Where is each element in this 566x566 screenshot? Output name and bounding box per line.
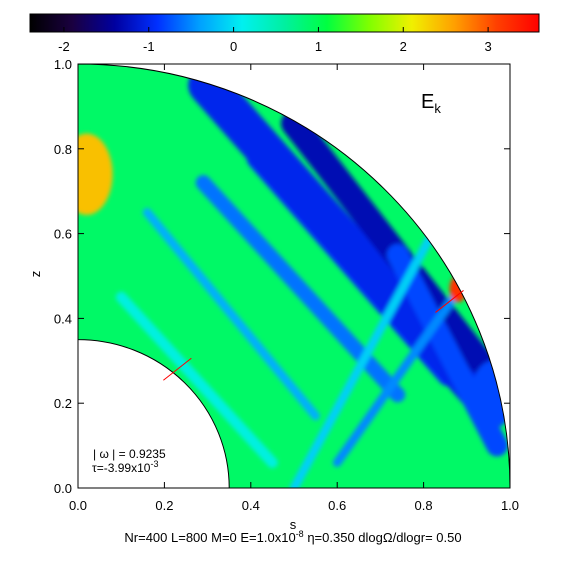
x-tick-label: 1.0 bbox=[501, 498, 519, 513]
colorbar-tick-label: -2 bbox=[58, 39, 70, 54]
colorbar-tick-label: -1 bbox=[143, 39, 155, 54]
footer-exponent: -8 bbox=[296, 529, 304, 539]
critical-latitude-marker bbox=[163, 357, 192, 381]
heatmap-ray-band bbox=[332, 292, 459, 467]
shell-outline bbox=[77, 63, 511, 489]
critical-latitude-markers bbox=[163, 290, 464, 381]
tau-annotation: τ=-3.99x10-3 bbox=[92, 459, 158, 475]
heatmap-blob bbox=[471, 360, 510, 429]
x-tick-label: 0.6 bbox=[328, 498, 346, 513]
x-axis-label: s bbox=[290, 517, 297, 532]
parameters-footer: Nr=400 L=800 M=0 E=1.0x10-8 η=0.350 dlog… bbox=[124, 529, 461, 545]
colorbar-tick-label: 0 bbox=[230, 39, 237, 54]
panel-title-subscript: k bbox=[434, 101, 441, 116]
y-axis-label: z bbox=[28, 271, 43, 278]
y-tick-label: 0.2 bbox=[54, 396, 72, 411]
x-tick-label: 0.0 bbox=[69, 498, 87, 513]
heatmap-ray-band bbox=[281, 110, 493, 374]
heatmap-ray-band bbox=[142, 208, 320, 421]
axes-frame bbox=[77, 63, 511, 489]
heatmap-ray-band bbox=[289, 229, 437, 488]
y-tick-label: 0.6 bbox=[54, 227, 72, 242]
panel-title-symbol: E bbox=[421, 91, 434, 113]
footer-rest: η=0.350 dlogΩ/dlogr= 0.50 bbox=[304, 530, 462, 545]
colorbar-ticks: -2 -1 0 1 2 3 bbox=[58, 27, 492, 54]
y-tick-label: 0.8 bbox=[54, 142, 72, 157]
x-tick-label: 0.2 bbox=[155, 498, 173, 513]
panel-title: Ek bbox=[421, 91, 441, 116]
tau-exponent: -3 bbox=[150, 459, 158, 469]
y-axis: 0.0 0.2 0.4 0.6 0.8 1.0 bbox=[54, 57, 510, 496]
critical-latitude-marker bbox=[435, 290, 464, 313]
colorbar-tick-label: 3 bbox=[484, 39, 491, 54]
footer-main: Nr=400 L=800 M=0 E=1.0x10 bbox=[124, 530, 295, 545]
tau-base: τ=-3.99x10 bbox=[92, 461, 151, 475]
omega-annotation: | ω | = 0.9235 bbox=[93, 447, 166, 461]
colorbar-tick-label: 2 bbox=[400, 39, 407, 54]
x-tick-label: 0.4 bbox=[242, 498, 260, 513]
x-axis: 0.0 0.2 0.4 0.6 0.8 1.0 bbox=[69, 64, 519, 513]
heatmap-features bbox=[78, 65, 510, 488]
y-tick-label: 0.0 bbox=[54, 481, 72, 496]
heatmap-blob bbox=[78, 133, 113, 215]
heatmap-ray-band bbox=[115, 291, 278, 468]
colorbar bbox=[29, 13, 540, 33]
y-tick-label: 1.0 bbox=[54, 57, 72, 72]
x-tick-label: 0.8 bbox=[415, 498, 433, 513]
y-tick-label: 0.4 bbox=[54, 311, 72, 326]
colorbar-tick-label: 1 bbox=[315, 39, 322, 54]
